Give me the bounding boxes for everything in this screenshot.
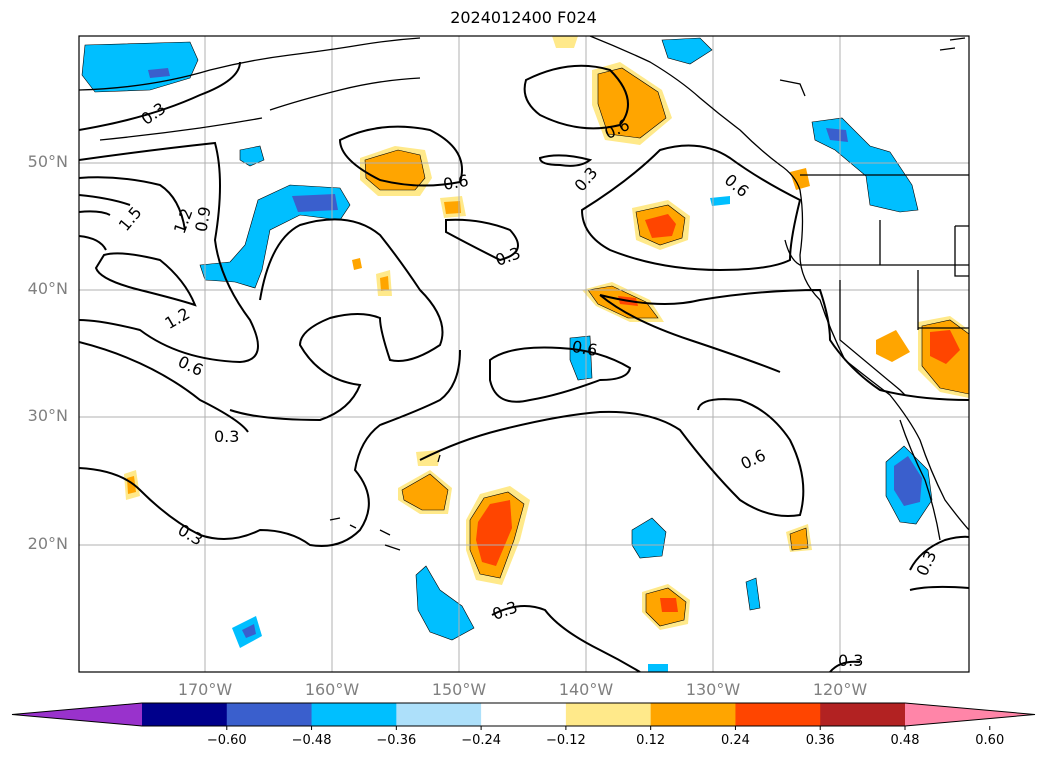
colorbar-tick-label: 0.24 (720, 733, 750, 748)
colorbar-tick-label: −0.60 (206, 733, 247, 748)
lat-label: 50°N (27, 152, 68, 171)
contour-label: 0.3 (838, 651, 863, 670)
contour-label: 0.3 (571, 163, 602, 195)
contour-labels: 0.3 1.5 1.2 0.9 1.2 0.6 0.3 0.3 0.6 0.3 … (115, 99, 941, 670)
colorbar-tick-label: 0.48 (890, 733, 920, 748)
contour-lines (79, 61, 969, 672)
colorbar-swatch (396, 703, 482, 726)
colorbar (11, 702, 1036, 730)
colorbar-tick-label: 0.60 (975, 733, 1005, 748)
contour-label: 0.9 (192, 205, 215, 233)
lat-label: 20°N (27, 534, 68, 553)
colorbar-swatch (565, 703, 652, 726)
lat-label: 30°N (27, 406, 68, 425)
colorbar-tick-label: 0.36 (805, 733, 835, 748)
negative-anomaly-area (415, 565, 475, 641)
colorbar-swatch (650, 703, 736, 726)
lon-label: 130°W (685, 680, 741, 699)
map-title: 2024012400 F024 (450, 8, 597, 27)
contour-label: 0.6 (570, 337, 598, 360)
coastlines (79, 36, 969, 551)
colorbar-swatch (820, 703, 906, 726)
contour-label: 0.6 (738, 445, 769, 473)
lon-label: 160°W (304, 680, 360, 699)
colorbar-swatch (311, 703, 397, 726)
colorbar-swatch (735, 703, 821, 726)
lon-label: 140°W (558, 680, 614, 699)
colorbar-outline (11, 702, 1036, 727)
colorbar-swatch (226, 703, 313, 726)
colorbar-swatch (142, 703, 228, 726)
lon-label: 150°W (431, 680, 487, 699)
lon-label: 170°W (177, 680, 233, 699)
lat-label: 40°N (27, 279, 68, 298)
contour-label: 0.6 (442, 171, 470, 194)
contour-label: 1.2 (161, 304, 193, 333)
lon-label: 120°W (812, 680, 868, 699)
colorbar-swatch (481, 703, 567, 726)
contour-label: 0.6 (721, 170, 753, 201)
colorbar-extend-high (905, 703, 1035, 726)
colorbar-tick-label: −0.12 (545, 733, 586, 748)
colorbar-tick-label: −0.36 (376, 733, 417, 748)
negative-anomaly-area (811, 117, 919, 213)
contour-label: 0.3 (214, 427, 239, 446)
shaded-anomaly-fields (81, 36, 969, 672)
colorbar-tick-label: −0.48 (291, 733, 332, 748)
contour-label: 0.6 (175, 352, 206, 380)
contour-label: 1.5 (115, 203, 146, 235)
negative-anomaly-area (81, 41, 199, 93)
colorbar-tick-label: −0.24 (461, 733, 502, 748)
contour-label: 0.3 (490, 597, 520, 624)
colorbar-extend-low (12, 703, 142, 726)
contour-label: 0.3 (912, 548, 940, 579)
contour-label: 0.3 (138, 99, 170, 129)
colorbar-tick-label: 0.12 (636, 733, 666, 748)
map-frame (78, 35, 970, 673)
